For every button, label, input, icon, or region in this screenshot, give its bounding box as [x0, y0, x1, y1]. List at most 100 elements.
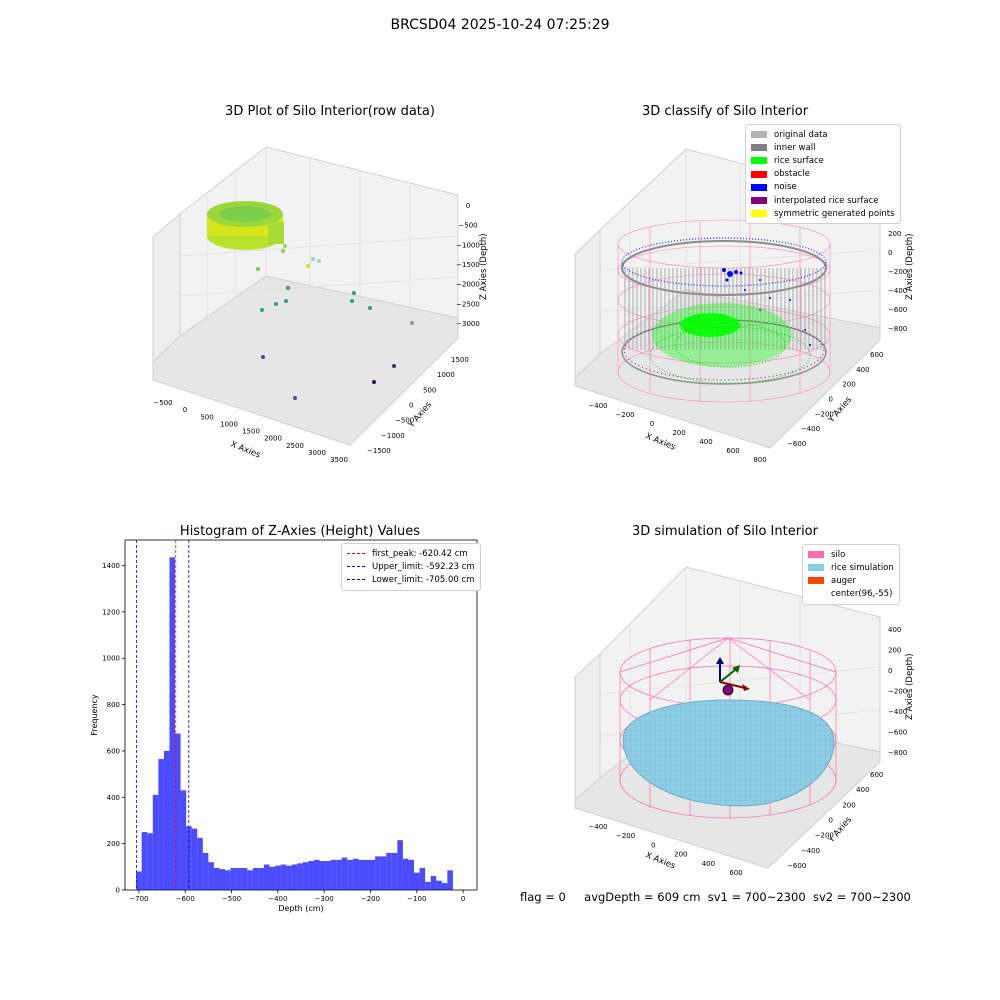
panel4-ytick: 0: [829, 817, 833, 825]
histogram-bar: [186, 826, 192, 890]
panel1-ytick: −1500: [367, 447, 391, 455]
histogram-legend-item: first_peak: -620.42 cm: [347, 547, 475, 560]
histogram-ytick-label: 400: [107, 794, 120, 802]
histogram-bar: [352, 858, 359, 890]
panel4-ztick: 0: [888, 667, 892, 675]
histogram-bar: [286, 865, 292, 890]
histogram-ytick-label: 0: [116, 887, 120, 895]
panel4-ytick: −200: [815, 832, 834, 840]
panel4-ytick: −400: [801, 847, 820, 855]
histogram-ytick-label: 800: [107, 701, 120, 709]
histogram-bar: [391, 852, 398, 890]
histogram-bar: [163, 750, 170, 890]
panel2-rice-surface: [649, 303, 811, 384]
panel4-ztick: −800: [888, 749, 907, 757]
histogram-ytick-label: 600: [107, 747, 120, 755]
histogram-bar: [247, 870, 253, 890]
panel2-xtick: 600: [726, 447, 739, 455]
histogram-bar: [219, 869, 226, 890]
histogram-xtick-label: −700: [129, 895, 148, 903]
panel1-ytick: 1000: [437, 371, 455, 379]
histogram-bar: [236, 867, 242, 890]
histogram-xlabel: Depth (cm): [278, 904, 323, 913]
panel1-xtick: 3500: [330, 456, 348, 464]
histogram-bar: [197, 837, 203, 890]
panel4-legend-swatch: [808, 590, 824, 598]
panel2-legend-label: symmetric generated points: [774, 208, 895, 219]
histogram-bar: [291, 864, 298, 890]
histogram-bar: [169, 557, 176, 890]
panel4-legend-label: silo: [831, 549, 846, 560]
histogram-xtick-label: −300: [315, 895, 334, 903]
panel2-xtick: 200: [672, 429, 685, 437]
histogram-bar: [141, 832, 148, 890]
panel2-legend-item: symmetric generated points: [751, 207, 895, 220]
histogram-bar: [230, 867, 237, 890]
panel1-xtick: 1500: [242, 428, 260, 436]
panel1-gridlines: [179, 147, 459, 316]
panel2-legend-label: obstacle: [774, 169, 810, 180]
histogram-bar: [363, 859, 370, 890]
panel1-ztick: −2000: [456, 281, 480, 289]
panel4-ytick: 200: [842, 801, 855, 809]
panel4-left-pane: [574, 652, 601, 802]
panel4-ztick: −200: [888, 688, 907, 696]
histogram-bar: [180, 790, 187, 890]
histogram-bar: [408, 859, 415, 890]
panel4-xtick: 400: [702, 860, 715, 868]
panel1-xtick: 0: [183, 406, 187, 414]
histogram-legend-line: [347, 579, 365, 581]
histogram-bar: [447, 870, 453, 890]
histogram-bar: [175, 733, 181, 890]
figure-title: BRCSD04 2025-10-24 07:25:29: [390, 17, 610, 33]
histogram-bar: [191, 828, 198, 890]
sv2-text: sv2 = 700~2300: [812, 890, 911, 904]
panel4-ytick: 400: [856, 786, 869, 794]
panel2-zlabel: Z Axies (Depth): [905, 233, 915, 300]
histogram-bar: [280, 864, 287, 890]
panel2-xtick: 400: [699, 438, 712, 446]
panel2-xtick: 800: [753, 456, 766, 464]
histogram-bar: [308, 861, 314, 890]
panel2-legend-label: interpolated rice surface: [774, 195, 879, 206]
histogram-bar: [436, 880, 442, 890]
panel4-title: 3D simulation of Silo Interior: [632, 524, 818, 539]
histogram-bar: [397, 840, 403, 890]
histogram-bar: [202, 852, 209, 890]
histogram-bar: [269, 866, 276, 890]
histogram-ytick-label: 200: [107, 840, 120, 848]
histogram-bar: [252, 867, 259, 890]
flag-text: flag = 0: [520, 890, 566, 904]
panel2-legend-swatch: [751, 170, 767, 178]
panel2-noise-ring: [621, 237, 827, 287]
panel4-ztick: 400: [888, 626, 901, 634]
panel2-ztick: −800: [888, 325, 907, 333]
panel1-ytick: 0: [409, 402, 413, 410]
histogram-bar: [380, 856, 387, 890]
panel4-xtick: 600: [729, 869, 742, 877]
histogram-legend-label: Upper_limit: -592.23 cm: [372, 561, 475, 572]
panel1-ztick: −500: [458, 222, 477, 230]
panel2-ytick: 200: [842, 381, 855, 389]
panel2-ztick: −200: [888, 268, 907, 276]
histogram-vlines: [136, 540, 190, 890]
panel4-legend-item: auger: [808, 574, 894, 587]
panel2-xtick: 0: [650, 420, 654, 428]
panel2-ytick: −200: [815, 410, 834, 418]
histogram-legend: first_peak: -620.42 cm Upper_limit: -592.…: [341, 543, 481, 591]
panel4-xtick: −200: [616, 832, 635, 840]
histogram-bar: [302, 862, 309, 890]
panel2-ztick: −400: [888, 287, 907, 295]
sv1-text: sv1 = 700~2300: [707, 890, 806, 904]
histogram-legend-label: first_peak: -620.42 cm: [372, 548, 468, 559]
panel3-title: Histogram of Z-Axies (Height) Values: [179, 524, 421, 539]
panel1-xtick: 500: [200, 413, 213, 421]
panel1-xtick: 3000: [308, 449, 326, 457]
panel2-legend-item: interpolated rice surface: [751, 194, 895, 207]
panel2-legend-label: inner wall: [774, 142, 816, 153]
panel2-ytick: 0: [829, 396, 833, 404]
panel1-xtick: 1000: [220, 420, 238, 428]
histogram-legend-item: Upper_limit: -592.23 cm: [347, 560, 475, 573]
